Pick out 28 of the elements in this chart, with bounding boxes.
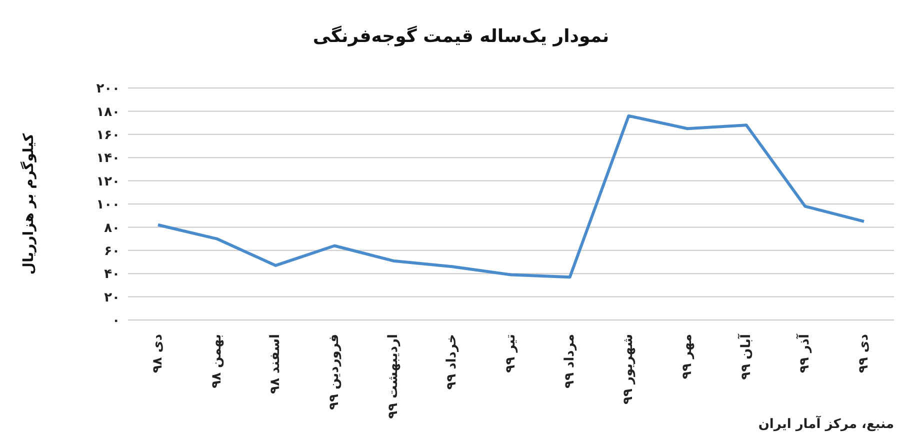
y-tick-label: ۱۰۰ — [96, 198, 120, 213]
x-tick-label: آذر ۹۹ — [796, 333, 813, 374]
x-tick-label: آبان ۹۹ — [736, 333, 754, 380]
x-tick-label: تیر ۹۹ — [504, 334, 518, 373]
x-tick-label: دی ۹۸ — [150, 334, 166, 373]
chart-title: نمودار یک‌ساله قیمت گوجه‌فرنگی — [312, 26, 610, 47]
x-tick-label: اردیبهشت ۹۹ — [386, 334, 401, 419]
y-tick-label: ۱۶۰ — [96, 128, 120, 144]
y-tick-label: ۰ — [112, 314, 120, 329]
x-tick-label: اسفند ۹۸ — [268, 334, 284, 394]
y-tick-label: ۸۰ — [104, 220, 120, 236]
line-series — [156, 114, 866, 279]
x-tick-label: شهریور ۹۹ — [621, 334, 636, 404]
y-tick-label: ۱۴۰ — [96, 151, 120, 166]
x-tick-label: مرداد ۹۹ — [562, 334, 578, 388]
y-tick-label: ۱۲۰ — [96, 174, 120, 190]
y-tick-label: ۶۰ — [104, 244, 120, 260]
x-tick-label: دی ۹۹ — [856, 334, 872, 373]
y-tick-label: ۴۰ — [104, 267, 120, 282]
y-axis-title: کیلوگرم بر هزارریال — [20, 132, 37, 275]
y-tick-label: ۱۸۰ — [96, 104, 120, 120]
x-tick-label: خرداد ۹۹ — [444, 334, 460, 390]
x-tick-label: بهمن ۹۸ — [209, 334, 224, 388]
y-tick-label: ۲۰۰ — [96, 82, 120, 97]
x-tick-label: فروردین ۹۹ — [327, 334, 342, 410]
y-tick-label: ۲۰ — [104, 290, 120, 306]
text: منبع، مرکز آمار ایران — [758, 417, 894, 432]
x-tick-label: مهر ۹۹ — [680, 334, 695, 380]
